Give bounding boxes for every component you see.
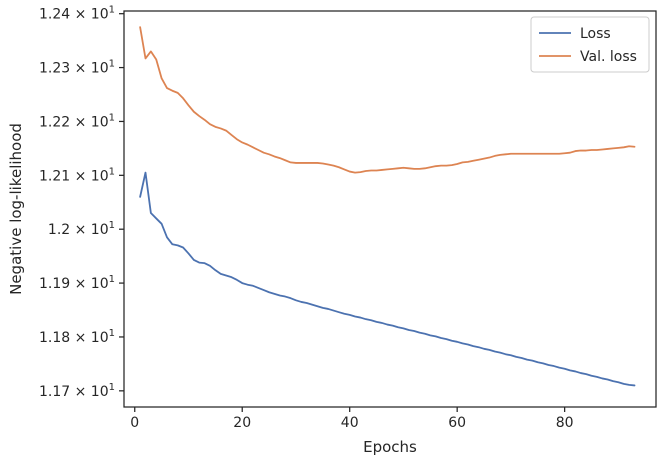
legend-frame xyxy=(530,16,650,73)
y-tick-label: 1.2 × 101 xyxy=(48,220,115,238)
x-tick-label: 80 xyxy=(556,415,574,431)
val-loss-series-line xyxy=(139,26,636,174)
legend-label-loss: Loss xyxy=(580,26,611,42)
legend-label-val-loss: Val. loss xyxy=(580,49,637,65)
plot-area-frame xyxy=(123,10,657,408)
ticks-layer: 0 20 40 60 80 1.17 × 101 1.18 × 101 1.19 × 101 1… xyxy=(39,5,574,431)
y-tick-label: 1.17 × 101 xyxy=(39,382,115,400)
y-axis-label: Negative log-likelihood xyxy=(7,123,25,295)
legend: Loss Val. loss xyxy=(530,16,650,73)
y-tick-label: 1.24 × 101 xyxy=(39,5,115,23)
y-tick-label: 1.21 × 101 xyxy=(39,166,115,184)
y-tick-label: 1.18 × 101 xyxy=(39,328,115,346)
y-tick-label: 1.22 × 101 xyxy=(39,112,115,130)
x-axis-label: Epochs xyxy=(363,438,417,456)
x-tick-label: 0 xyxy=(130,415,139,431)
loss-series-line xyxy=(139,171,636,387)
x-tick-label: 20 xyxy=(233,415,251,431)
x-tick-label: 40 xyxy=(341,415,359,431)
y-tick-label: 1.23 × 101 xyxy=(39,59,115,77)
x-tick-label: 60 xyxy=(448,415,466,431)
series-layer xyxy=(139,26,636,387)
y-tick-label: 1.19 × 101 xyxy=(39,274,115,292)
